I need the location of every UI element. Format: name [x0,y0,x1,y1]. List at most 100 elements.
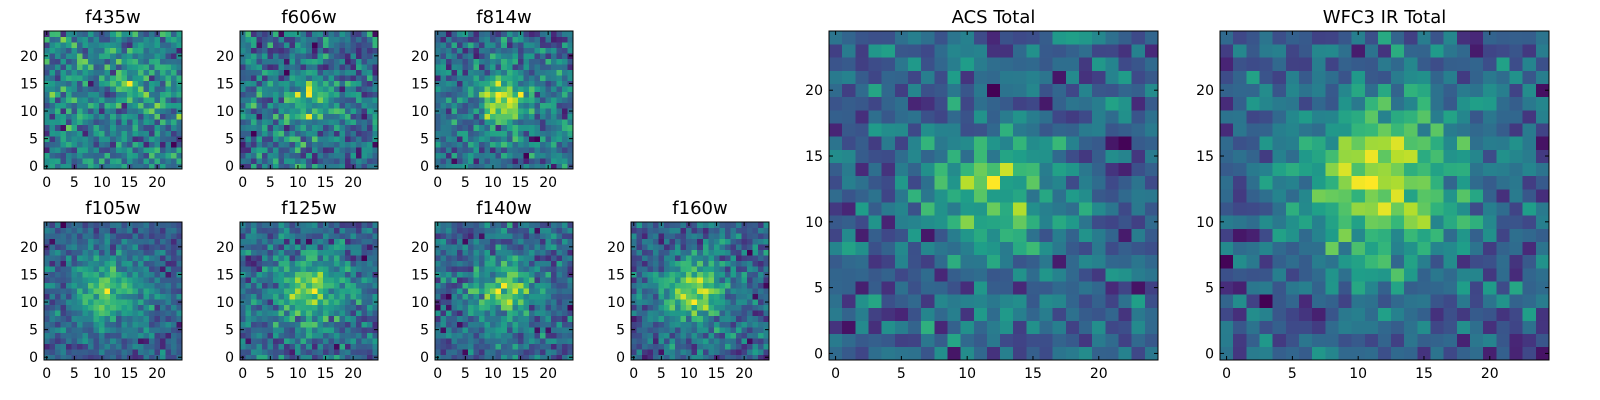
heatmap-cell [366,124,373,131]
heatmap-cell [517,260,524,267]
heatmap-cell [159,271,166,278]
heatmap-cell [636,249,643,256]
heatmap-cell [1131,254,1146,269]
heatmap-cell [339,163,346,170]
heatmap-cell [245,124,252,131]
heatmap-cell [495,31,502,37]
heatmap-cell [311,130,318,137]
heatmap-cell [344,69,351,76]
heatmap-cell [539,91,546,98]
heatmap-cell [457,238,463,245]
heatmap-cell [350,146,357,153]
heatmap-cell [121,31,128,37]
heatmap-cell [523,222,530,228]
heatmap-cell [567,42,574,48]
heatmap-cell [752,233,759,239]
heatmap-cell [154,343,161,350]
heatmap-cell [350,288,357,295]
heatmap-cell [675,348,682,355]
heatmap-cell [148,75,155,82]
heatmap-cell [295,157,302,164]
heatmap-cell [561,293,568,300]
heatmap-cell [170,146,177,153]
heatmap-cell [82,42,89,48]
heatmap-cell [708,354,715,361]
heatmap-cell [159,222,166,228]
heatmap-cell [311,255,318,262]
heatmap-cell [333,113,340,120]
heatmap-cell [1026,188,1040,203]
heatmap-cell [868,307,883,321]
heatmap-cell [82,293,89,300]
heatmap-cell [523,58,530,65]
heatmap-cell [1079,320,1093,335]
heatmap-cell [490,152,497,159]
heatmap-cell [165,113,172,120]
heatmap-cell [333,354,340,361]
heatmap-cell [355,80,362,87]
heatmap-cell [278,47,285,54]
heatmap-cell [49,157,56,164]
heatmap-cell [631,348,637,355]
heatmap-cell [93,80,100,87]
heatmap-cell [1105,294,1119,308]
heatmap-cell [55,86,61,93]
heatmap-cell [176,255,183,262]
heatmap-cell [137,343,144,350]
heatmap-cell [517,64,524,71]
heatmap-cell [512,266,519,273]
heatmap-cell [484,332,491,339]
heatmap-cell [366,227,373,234]
heatmap-cell [746,348,753,355]
heatmap-cell [440,293,447,300]
heatmap-cell [165,255,172,262]
heatmap-cell [653,233,659,239]
heatmap-cell [545,119,552,126]
heatmap-cell [328,260,335,267]
heatmap-cell [1144,281,1159,295]
heatmap-cell [126,343,133,350]
heatmap-cell [556,260,563,267]
heatmap-cell [457,36,463,43]
heatmap-cell [240,337,246,344]
heatmap-cell [539,332,546,339]
heatmap-cell [881,202,896,216]
heatmap-cell [986,294,1001,308]
heatmap-cell [88,233,95,239]
heatmap-cell [143,326,150,333]
heatmap-cell [289,299,296,306]
heatmap-cell [60,227,67,234]
heatmap-cell [240,36,246,43]
heatmap-cell [372,86,379,93]
heatmap-cell [262,332,268,339]
heatmap-cell [311,343,318,350]
heatmap-cell [986,228,1001,242]
heatmap-cell [490,91,497,98]
heatmap-cell [366,157,373,164]
heatmap-cell [490,75,497,82]
heatmap-cell [137,146,144,153]
heatmap-cell [295,64,302,71]
heatmap-cell [457,354,463,361]
heatmap-cell [240,102,246,109]
heatmap-cell [545,304,552,311]
heatmap-cell [170,288,177,295]
heatmap-cell [986,241,1001,256]
heatmap-cell [730,233,737,239]
heatmap-cell [1118,320,1133,335]
heatmap-cell [159,141,166,148]
heatmap-cell [333,47,340,54]
heatmap-cell [730,271,737,278]
heatmap-cell [842,175,856,190]
heatmap-cell [245,141,252,148]
heatmap-cell [132,315,139,322]
heatmap-cell [440,310,447,317]
heatmap-cell [462,97,469,104]
heatmap-cell [55,348,61,355]
heatmap-cell [561,255,568,262]
heatmap-cell [240,42,246,48]
heatmap-cell [66,64,72,71]
heatmap-cell [473,135,480,142]
heatmap-cell [435,255,441,262]
heatmap-cell [170,304,177,311]
